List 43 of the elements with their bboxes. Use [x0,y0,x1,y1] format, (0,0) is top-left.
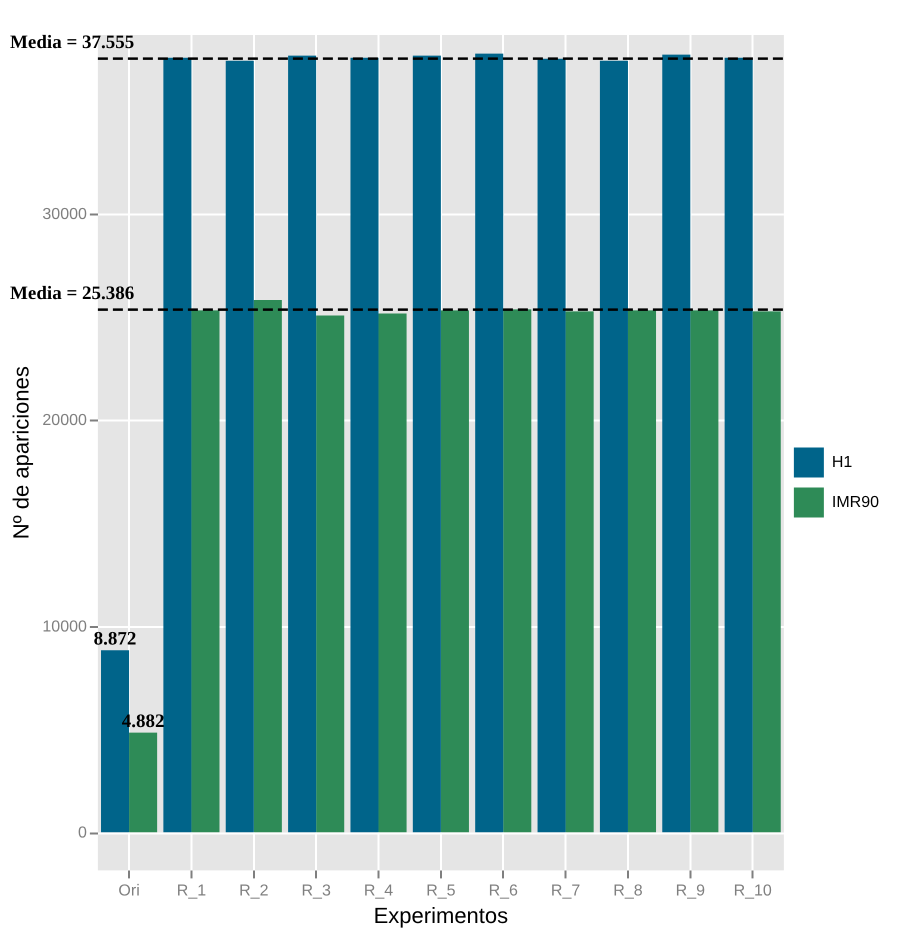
bar [690,310,718,832]
x-tick-label: R_1 [176,882,206,900]
x-tick-label: R_4 [364,882,394,900]
x-tick-label: R_3 [301,882,331,900]
bar [566,311,594,832]
bar [662,54,690,832]
bar [628,310,656,832]
x-tick-label: R_5 [426,882,456,900]
y-tick-label: 10000 [42,618,87,636]
x-tick-label: R_6 [488,882,518,900]
legend-label: H1 [832,454,852,471]
data-label: 8.872 [94,628,136,650]
bar [752,311,781,832]
bar [163,58,192,832]
legend-label: IMR90 [832,494,880,511]
bar [538,58,566,832]
bar [254,300,282,832]
x-axis-title: Experimentos [374,902,508,928]
y-tick-label: 30000 [42,206,87,223]
bar [724,58,753,832]
bar [226,60,254,832]
ref-line-label: Media = 37.555 [10,32,134,54]
bar [191,310,220,832]
x-tick-label: R_2 [239,882,269,900]
bar [288,56,316,832]
x-tick-label: R_10 [734,882,772,900]
ref-line-label: Media = 25.386 [10,283,134,304]
y-tick-label: 20000 [42,412,87,430]
bar [316,316,344,832]
y-tick-label: 0 [78,824,87,842]
bar [475,54,504,832]
bar [412,56,441,832]
x-tick-label: R_8 [613,882,643,900]
x-tick-label: Ori [118,882,140,900]
y-axis-title: Nº de apariciones [8,366,34,540]
bar [440,310,469,832]
bar [503,309,532,832]
x-tick-label: R_7 [550,882,580,900]
bar [600,60,628,832]
bar [378,313,407,832]
bar [350,58,379,832]
x-tick-label: R_9 [676,882,706,900]
bar [129,732,158,832]
